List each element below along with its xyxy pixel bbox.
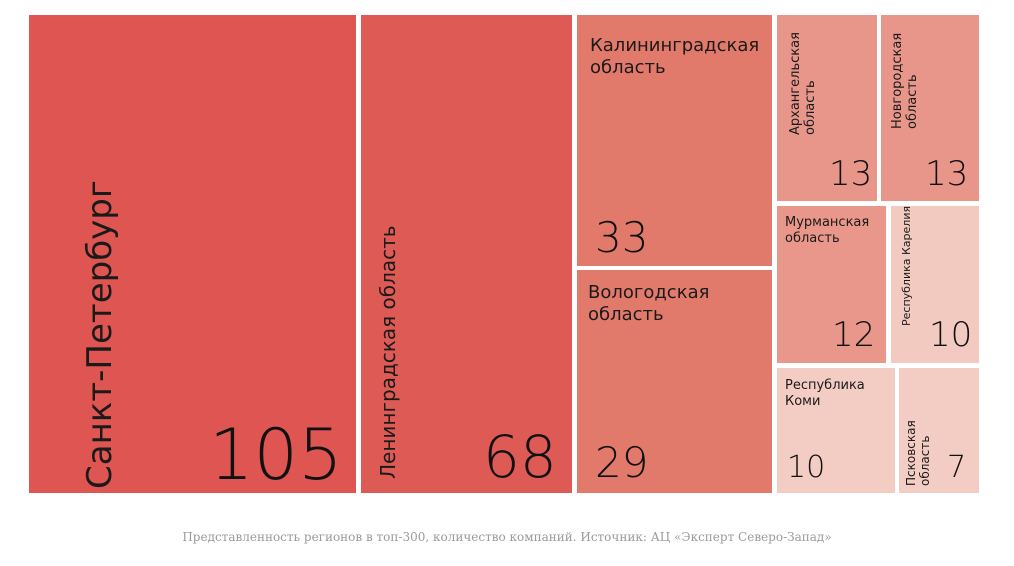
tile-label-komi-republic: Республика Коми (785, 378, 865, 409)
tile-karelia-republic: Республика Карелия 10 (891, 206, 979, 363)
tile-leningrad-oblast: Ленинградская область 68 (361, 15, 572, 493)
tile-label-pskov-oblast: Псковская область (904, 420, 932, 486)
tile-value-novgorod-oblast: 13 (925, 154, 969, 194)
tile-value-pskov-oblast: 7 (947, 450, 967, 485)
tile-label-vologda-oblast: Вологодская область (588, 282, 710, 325)
tile-saint-petersburg: Санкт-Петербург 105 (29, 15, 356, 493)
tile-value-murmansk-oblast: 12 (832, 315, 876, 355)
tile-komi-republic: Республика Коми 10 (777, 368, 895, 493)
tile-label-karelia-republic: Республика Карелия (900, 206, 913, 326)
tile-vologda-oblast: Вологодская область 29 (577, 270, 772, 493)
tile-label-leningrad-oblast: Ленинградская область (376, 225, 400, 479)
tile-kaliningrad-oblast: Калининградская область 33 (577, 15, 772, 266)
tile-label-murmansk-oblast: Мурманская область (785, 215, 870, 246)
tile-murmansk-oblast: Мурманская область 12 (777, 206, 886, 363)
tile-label-arkhangelsk-oblast: Архангельская область (788, 32, 818, 135)
tile-value-leningrad-oblast: 68 (483, 423, 557, 491)
tile-label-kaliningrad-oblast: Калининградская область (590, 35, 760, 78)
tile-value-arkhangelsk-oblast: 13 (829, 154, 873, 194)
tile-novgorod-oblast: Новгородская область 13 (881, 15, 979, 201)
tile-label-novgorod-oblast: Новгородская область (890, 32, 920, 129)
tile-value-karelia-republic: 10 (929, 315, 973, 355)
tile-pskov-oblast: Псковская область 7 (899, 368, 979, 493)
tile-label-saint-petersburg: Санкт-Петербург (80, 180, 120, 489)
tile-value-komi-republic: 10 (787, 450, 826, 485)
tile-value-kaliningrad-oblast: 33 (595, 213, 649, 262)
tile-value-vologda-oblast: 29 (595, 438, 649, 487)
treemap-chart: Санкт-Петербург 105 Ленинградская област… (29, 15, 979, 493)
chart-caption: Представленность регионов в топ-300, кол… (182, 530, 832, 544)
tile-value-saint-petersburg: 105 (209, 414, 343, 493)
tile-arkhangelsk-oblast: Архангельская область 13 (777, 15, 877, 201)
